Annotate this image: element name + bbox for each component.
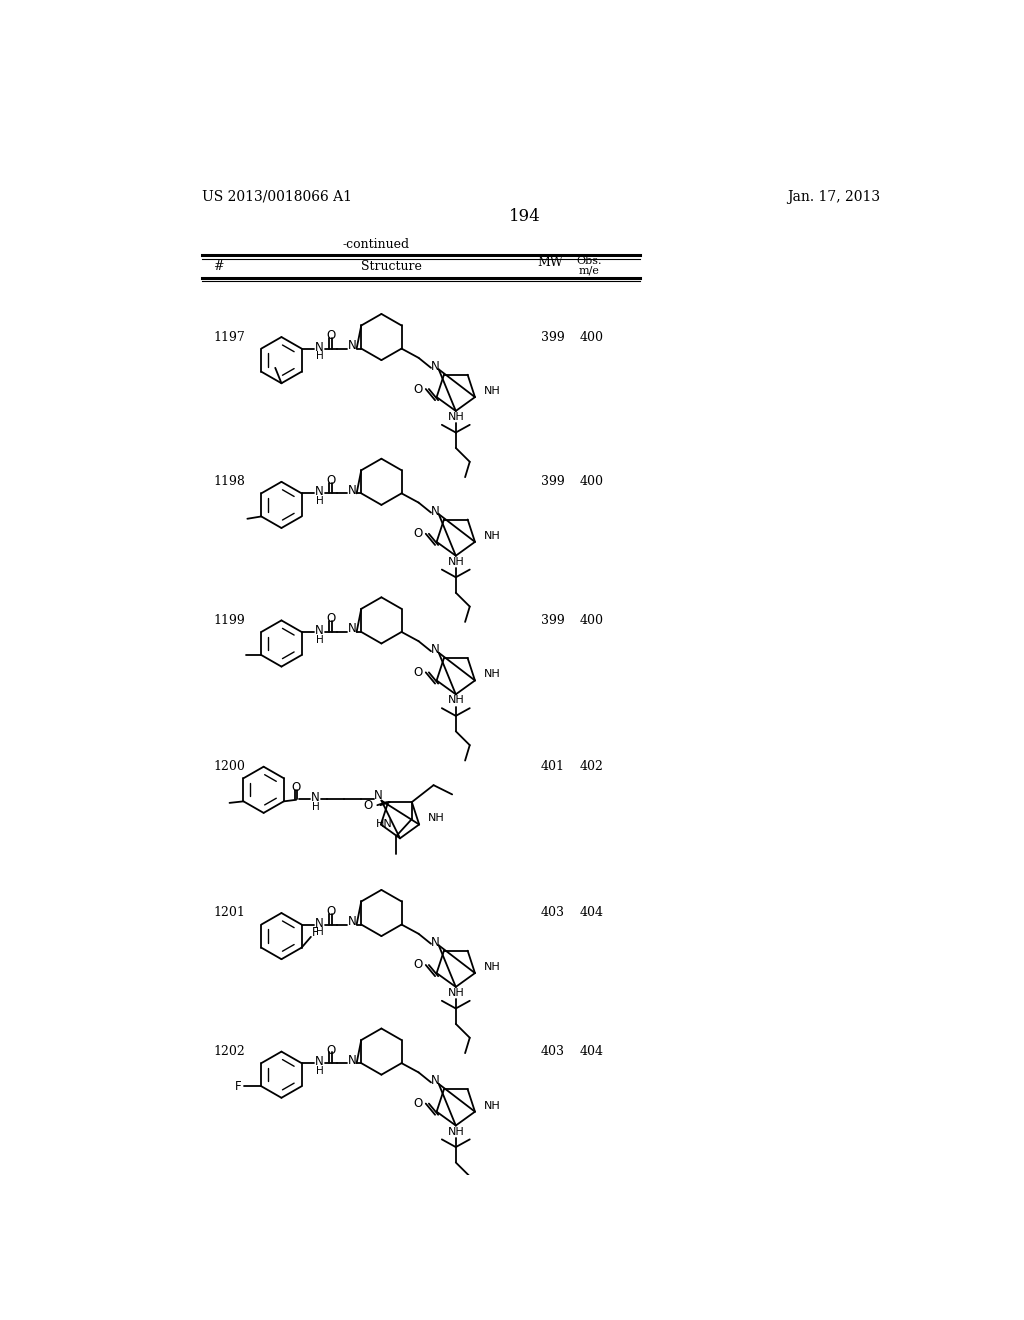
Text: Jan. 17, 2013: Jan. 17, 2013 bbox=[786, 190, 880, 203]
Text: US 2013/0018066 A1: US 2013/0018066 A1 bbox=[202, 190, 351, 203]
Text: N: N bbox=[315, 916, 324, 929]
Text: 402: 402 bbox=[580, 760, 603, 774]
Text: N: N bbox=[347, 1053, 356, 1067]
Text: 404: 404 bbox=[580, 1045, 603, 1059]
Text: 404: 404 bbox=[580, 907, 603, 920]
Text: 399: 399 bbox=[541, 614, 564, 627]
Text: NH: NH bbox=[447, 989, 464, 998]
Text: Obs.: Obs. bbox=[577, 256, 602, 265]
Text: N: N bbox=[315, 1055, 324, 1068]
Text: HN: HN bbox=[376, 820, 393, 829]
Text: 403: 403 bbox=[541, 1045, 564, 1059]
Text: N: N bbox=[347, 339, 356, 352]
Text: H: H bbox=[315, 927, 324, 937]
Text: 1197: 1197 bbox=[213, 330, 245, 343]
Text: NH: NH bbox=[447, 557, 464, 566]
Text: N: N bbox=[431, 1074, 440, 1088]
Text: N: N bbox=[315, 486, 324, 499]
Text: O: O bbox=[414, 958, 423, 972]
Text: -continued: -continued bbox=[342, 238, 410, 251]
Text: 1201: 1201 bbox=[213, 907, 245, 920]
Text: NH: NH bbox=[428, 813, 444, 824]
Text: NH: NH bbox=[447, 1127, 464, 1137]
Text: MW: MW bbox=[538, 256, 563, 269]
Text: H: H bbox=[315, 496, 324, 506]
Text: N: N bbox=[315, 341, 324, 354]
Text: O: O bbox=[327, 906, 336, 917]
Text: 1198: 1198 bbox=[213, 475, 245, 488]
Text: 399: 399 bbox=[541, 330, 564, 343]
Text: NH: NH bbox=[483, 962, 501, 972]
Text: O: O bbox=[327, 612, 336, 626]
Text: O: O bbox=[414, 383, 423, 396]
Text: Structure: Structure bbox=[361, 260, 422, 273]
Text: N: N bbox=[347, 915, 356, 928]
Text: O: O bbox=[414, 527, 423, 540]
Text: 401: 401 bbox=[541, 760, 564, 774]
Text: H: H bbox=[311, 801, 319, 812]
Text: O: O bbox=[414, 665, 423, 678]
Text: N: N bbox=[431, 936, 440, 949]
Text: NH: NH bbox=[483, 669, 501, 680]
Text: O: O bbox=[327, 1044, 336, 1056]
Text: O: O bbox=[327, 329, 336, 342]
Text: O: O bbox=[364, 799, 373, 812]
Text: NH: NH bbox=[483, 531, 501, 541]
Text: 400: 400 bbox=[580, 475, 603, 488]
Text: N: N bbox=[311, 791, 319, 804]
Text: 194: 194 bbox=[509, 209, 541, 226]
Text: O: O bbox=[327, 474, 336, 487]
Text: NH: NH bbox=[447, 412, 464, 422]
Text: F: F bbox=[234, 1080, 242, 1093]
Text: O: O bbox=[414, 1097, 423, 1110]
Text: N: N bbox=[374, 789, 383, 803]
Text: NH: NH bbox=[447, 696, 464, 705]
Text: 403: 403 bbox=[541, 907, 564, 920]
Text: 1199: 1199 bbox=[213, 614, 245, 627]
Text: H: H bbox=[315, 351, 324, 362]
Text: NH: NH bbox=[483, 385, 501, 396]
Text: 399: 399 bbox=[541, 475, 564, 488]
Text: N: N bbox=[347, 622, 356, 635]
Text: H: H bbox=[315, 1065, 324, 1076]
Text: N: N bbox=[431, 643, 440, 656]
Text: N: N bbox=[315, 624, 324, 638]
Text: N: N bbox=[431, 504, 440, 517]
Text: N: N bbox=[431, 360, 440, 372]
Text: 400: 400 bbox=[580, 614, 603, 627]
Text: NH: NH bbox=[483, 1101, 501, 1110]
Text: 1202: 1202 bbox=[213, 1045, 245, 1059]
Text: N: N bbox=[347, 483, 356, 496]
Text: 400: 400 bbox=[580, 330, 603, 343]
Text: #: # bbox=[213, 260, 224, 273]
Text: O: O bbox=[292, 781, 301, 795]
Text: F: F bbox=[312, 925, 318, 939]
Text: m/e: m/e bbox=[579, 265, 600, 275]
Text: H: H bbox=[315, 635, 324, 644]
Text: 1200: 1200 bbox=[213, 760, 245, 774]
